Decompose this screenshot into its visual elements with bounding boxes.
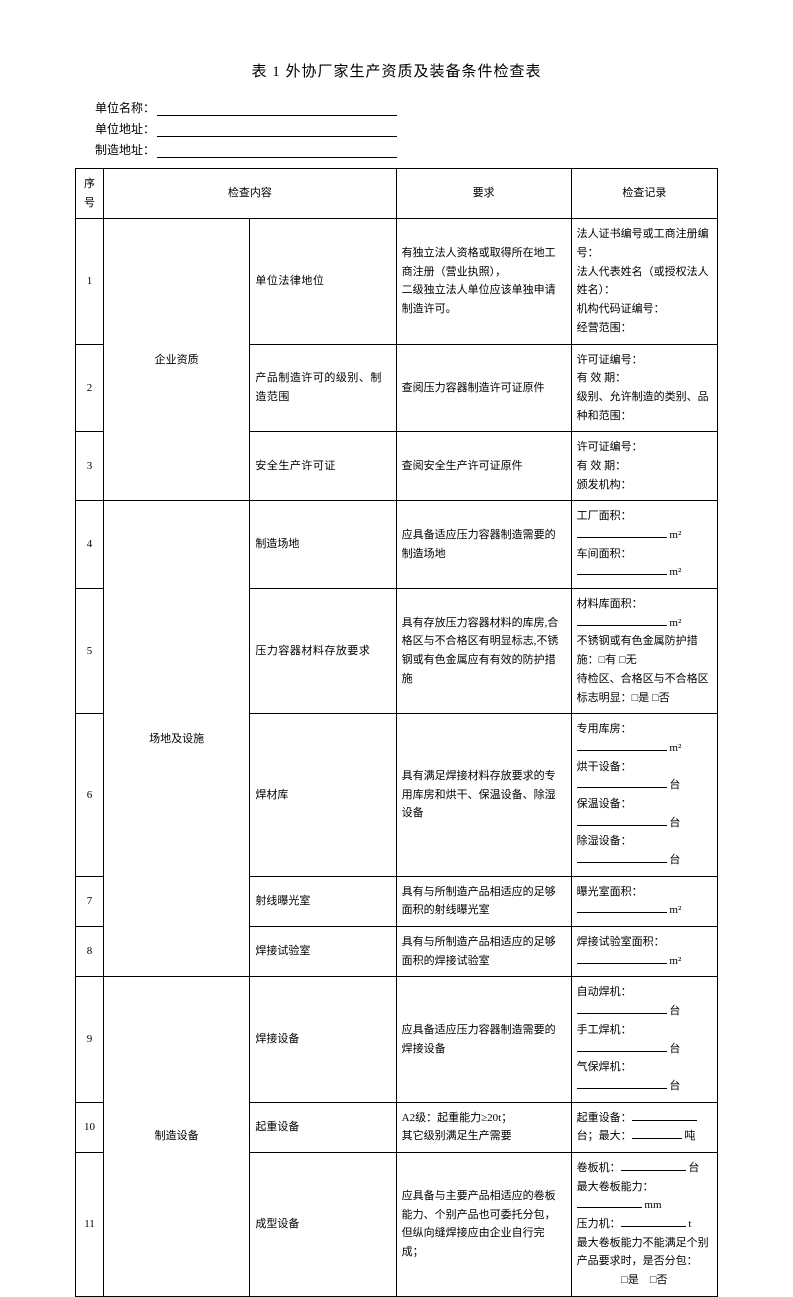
seq-cell: 3	[76, 432, 104, 501]
rec-cell: 卷板机： 台 最大卷板能力： mm 压力机： t 最大卷板能力不能满足个别产品要…	[571, 1152, 717, 1296]
req-cell: 有独立法人资格或取得所在地工商注册（营业执照），二级独立法人单位应该单独申请制造…	[396, 219, 571, 344]
req-cell: 应具备适应压力容器制造需要的制造场地	[396, 501, 571, 589]
seq-cell: 5	[76, 589, 104, 714]
rec-cell: 许可证编号：有 效 期：级别、允许制造的类别、品种和范围：	[571, 344, 717, 432]
item-cell: 成型设备	[250, 1152, 396, 1296]
table-row: 9 制造设备 焊接设备 应具备适应压力容器制造需要的焊接设备 自动焊机： 台手工…	[76, 977, 718, 1102]
seq-cell: 2	[76, 344, 104, 432]
item-cell: 起重设备	[250, 1102, 396, 1152]
category-cell: 制造设备	[104, 977, 250, 1296]
item-cell: 焊接设备	[250, 977, 396, 1102]
rec-cell: 许可证编号：有 效 期：颁发机构：	[571, 432, 717, 501]
item-cell: 产品制造许可的级别、制造范围	[250, 344, 396, 432]
unit-addr-field: 单位地址：	[95, 120, 718, 137]
req-cell: 应具备与主要产品相适应的卷板能力、个别产品也可委托分包，但纵向缝焊接应由企业自行…	[396, 1152, 571, 1296]
req-cell: 具有与所制造产品相适应的足够面积的射线曝光室	[396, 876, 571, 926]
rec-cell: 曝光室面积： m²	[571, 876, 717, 926]
req-cell: 具有与所制造产品相适应的足够面积的焊接试验室	[396, 927, 571, 977]
category-cell: 场地及设施	[104, 501, 250, 977]
rec-cell: 专用库房： m²烘干设备： 台保温设备： 台除湿设备： 台	[571, 714, 717, 877]
seq-cell: 4	[76, 501, 104, 589]
rec-cell: 工厂面积： m²车间面积： m²	[571, 501, 717, 589]
item-cell: 制造场地	[250, 501, 396, 589]
page-title: 表 1 外协厂家生产资质及装备条件检查表	[75, 60, 718, 81]
rec-cell: 焊接试验室面积： m²	[571, 927, 717, 977]
col-rec-header: 检查记录	[571, 169, 717, 219]
req-cell: 具有存放压力容器材料的库房,合格区与不合格区有明显标志,不锈钢或有色金属应有有效…	[396, 589, 571, 714]
rec-cell: 法人证书编号或工商注册编号：法人代表姓名（或授权法人姓名）：机构代码证编号：经营…	[571, 219, 717, 344]
req-cell: 查阅压力容器制造许可证原件	[396, 344, 571, 432]
mfg-addr-field: 制造地址：	[95, 141, 718, 158]
seq-cell: 11	[76, 1152, 104, 1296]
col-req-header: 要求	[396, 169, 571, 219]
table-row: 1 企业资质 单位法律地位 有独立法人资格或取得所在地工商注册（营业执照），二级…	[76, 219, 718, 344]
inspection-table: 序号 检查内容 要求 检查记录 1 企业资质 单位法律地位 有独立法人资格或取得…	[75, 168, 718, 1297]
item-cell: 安全生产许可证	[250, 432, 396, 501]
unit-addr-label: 单位地址：	[95, 120, 155, 137]
seq-cell: 9	[76, 977, 104, 1102]
item-cell: 焊接试验室	[250, 927, 396, 977]
item-cell: 焊材库	[250, 714, 396, 877]
unit-name-field: 单位名称：	[95, 99, 718, 116]
seq-cell: 1	[76, 219, 104, 344]
req-cell: 应具备适应压力容器制造需要的焊接设备	[396, 977, 571, 1102]
table-header-row: 序号 检查内容 要求 检查记录	[76, 169, 718, 219]
seq-cell: 8	[76, 927, 104, 977]
rec-cell: 自动焊机： 台手工焊机： 台气保焊机： 台	[571, 977, 717, 1102]
mfg-addr-label: 制造地址：	[95, 141, 155, 158]
mfg-addr-line	[157, 144, 397, 158]
req-cell: 查阅安全生产许可证原件	[396, 432, 571, 501]
item-cell: 压力容器材料存放要求	[250, 589, 396, 714]
table-row: 4 场地及设施 制造场地 应具备适应压力容器制造需要的制造场地 工厂面积： m²…	[76, 501, 718, 589]
req-cell: A2级：起重能力≥20t；其它级别满足生产需要	[396, 1102, 571, 1152]
col-content-header: 检查内容	[104, 169, 397, 219]
seq-cell: 7	[76, 876, 104, 926]
seq-cell: 6	[76, 714, 104, 877]
col-seq-header: 序号	[76, 169, 104, 219]
req-cell: 具有满足焊接材料存放要求的专用库房和烘干、保温设备、除湿设备	[396, 714, 571, 877]
rec-cell: 起重设备： 台；最大： 吨	[571, 1102, 717, 1152]
rec-cell: 材料库面积： m² 不锈钢或有色金属防护措施：□有 □无 待检区、合格区与不合格…	[571, 589, 717, 714]
unit-name-line	[157, 102, 397, 116]
header-fields: 单位名称： 单位地址： 制造地址：	[75, 99, 718, 158]
seq-cell: 10	[76, 1102, 104, 1152]
category-cell: 企业资质	[104, 219, 250, 501]
item-cell: 单位法律地位	[250, 219, 396, 344]
item-cell: 射线曝光室	[250, 876, 396, 926]
unit-name-label: 单位名称：	[95, 99, 155, 116]
unit-addr-line	[157, 123, 397, 137]
